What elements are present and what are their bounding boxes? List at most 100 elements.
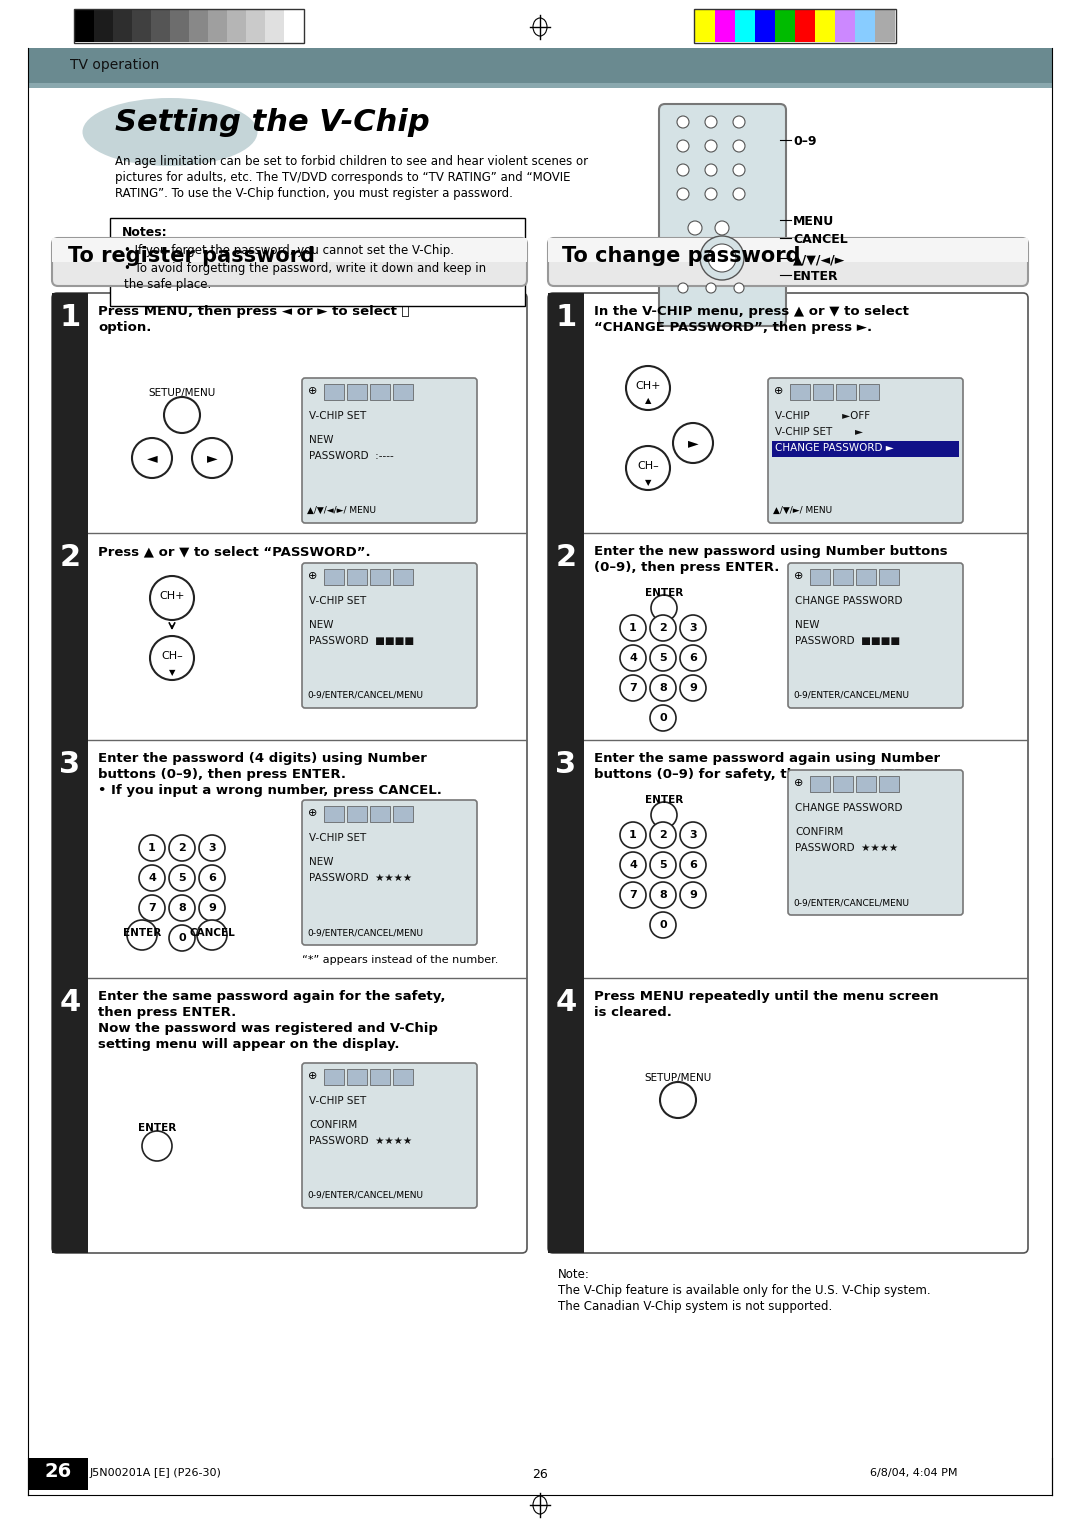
- Text: PASSWORD  ★★★★: PASSWORD ★★★★: [795, 843, 899, 853]
- Circle shape: [651, 594, 677, 620]
- Circle shape: [680, 614, 706, 642]
- Circle shape: [680, 645, 706, 671]
- Text: ▲/▼/◄/►/ MENU: ▲/▼/◄/►/ MENU: [307, 506, 376, 515]
- Text: SETUP/MENU: SETUP/MENU: [645, 1073, 712, 1083]
- Circle shape: [199, 865, 225, 891]
- Text: PASSWORD  ■■■■: PASSWORD ■■■■: [795, 636, 900, 646]
- Bar: [548, 533, 584, 740]
- Circle shape: [199, 895, 225, 921]
- Bar: [548, 293, 584, 533]
- Text: ENTER: ENTER: [138, 1123, 176, 1132]
- Text: 8: 8: [178, 903, 186, 914]
- Text: 6: 6: [208, 872, 216, 883]
- FancyBboxPatch shape: [768, 377, 963, 523]
- Text: 1: 1: [630, 623, 637, 633]
- Circle shape: [626, 446, 670, 490]
- Circle shape: [650, 704, 676, 730]
- Text: 6: 6: [689, 860, 697, 869]
- Circle shape: [199, 834, 225, 860]
- Text: 0-9/ENTER/CANCEL/MENU: 0-9/ENTER/CANCEL/MENU: [793, 898, 909, 908]
- Text: NEW: NEW: [795, 620, 820, 630]
- Circle shape: [197, 920, 227, 950]
- FancyBboxPatch shape: [788, 770, 963, 915]
- Bar: [879, 776, 899, 792]
- Text: ▲/▼/►/ MENU: ▲/▼/►/ MENU: [773, 506, 832, 515]
- Text: ▲: ▲: [645, 396, 651, 405]
- Text: ⊕: ⊕: [308, 571, 318, 581]
- FancyBboxPatch shape: [659, 104, 786, 325]
- Bar: [836, 384, 856, 400]
- Circle shape: [651, 802, 677, 828]
- Ellipse shape: [534, 18, 546, 37]
- Bar: [227, 11, 246, 41]
- FancyBboxPatch shape: [302, 801, 477, 944]
- Text: 9: 9: [208, 903, 216, 914]
- Bar: [324, 568, 345, 585]
- Text: ⊕: ⊕: [774, 387, 783, 396]
- Bar: [694, 9, 896, 43]
- Text: PASSWORD  :----: PASSWORD :----: [309, 451, 394, 461]
- Bar: [715, 11, 735, 41]
- Text: PASSWORD  ■■■■: PASSWORD ■■■■: [309, 636, 414, 646]
- Bar: [813, 384, 833, 400]
- Circle shape: [127, 920, 157, 950]
- Text: 8: 8: [659, 683, 666, 694]
- Text: ⊕: ⊕: [308, 1071, 318, 1080]
- Bar: [370, 384, 390, 400]
- Bar: [393, 384, 413, 400]
- Bar: [170, 11, 189, 41]
- FancyBboxPatch shape: [548, 293, 1028, 1253]
- Bar: [370, 568, 390, 585]
- Text: ◄: ◄: [147, 451, 158, 465]
- Text: CONFIRM: CONFIRM: [795, 827, 843, 837]
- Text: CHANGE PASSWORD: CHANGE PASSWORD: [795, 596, 903, 607]
- Bar: [393, 568, 413, 585]
- Circle shape: [132, 439, 172, 478]
- Text: 3: 3: [555, 750, 577, 779]
- Text: Enter the same password again using Number
buttons (0–9) for safety, then press : Enter the same password again using Numb…: [594, 752, 940, 781]
- Text: 4: 4: [148, 872, 156, 883]
- Text: NEW: NEW: [309, 435, 334, 445]
- Text: ENTER: ENTER: [793, 270, 839, 283]
- Text: 2: 2: [659, 623, 666, 633]
- Text: TV operation: TV operation: [70, 58, 159, 72]
- Bar: [548, 238, 1028, 261]
- Text: An age limitation can be set to forbid children to see and hear violent scenes o: An age limitation can be set to forbid c…: [114, 154, 589, 200]
- Text: ►: ►: [206, 451, 217, 465]
- Text: “*” appears instead of the number.: “*” appears instead of the number.: [302, 955, 498, 966]
- Text: 1: 1: [59, 303, 81, 332]
- Bar: [548, 978, 584, 1253]
- Bar: [347, 568, 367, 585]
- Bar: [94, 11, 113, 41]
- Circle shape: [734, 283, 744, 293]
- Text: J5N00201A [E] (P26-30): J5N00201A [E] (P26-30): [90, 1468, 221, 1478]
- Text: 5: 5: [659, 860, 666, 869]
- Circle shape: [733, 116, 745, 128]
- Bar: [696, 11, 715, 41]
- FancyBboxPatch shape: [548, 238, 1028, 286]
- Bar: [347, 805, 367, 822]
- FancyBboxPatch shape: [52, 293, 527, 1253]
- Ellipse shape: [534, 1496, 546, 1514]
- Bar: [324, 384, 345, 400]
- Text: V-CHIP SET: V-CHIP SET: [309, 411, 366, 422]
- Text: Setting the V-Chip: Setting the V-Chip: [114, 108, 430, 138]
- Text: NEW: NEW: [309, 857, 334, 866]
- Bar: [324, 1070, 345, 1085]
- Text: CH+: CH+: [635, 380, 661, 391]
- Text: 7: 7: [630, 889, 637, 900]
- Bar: [189, 11, 208, 41]
- Text: To register password: To register password: [68, 246, 315, 266]
- Bar: [347, 384, 367, 400]
- Circle shape: [626, 367, 670, 410]
- Bar: [265, 11, 284, 41]
- Bar: [879, 568, 899, 585]
- Text: 9: 9: [689, 889, 697, 900]
- Circle shape: [700, 235, 744, 280]
- Circle shape: [168, 834, 195, 860]
- FancyBboxPatch shape: [302, 562, 477, 707]
- Bar: [835, 11, 855, 41]
- FancyBboxPatch shape: [788, 562, 963, 707]
- Text: V-CHIP SET: V-CHIP SET: [309, 596, 366, 607]
- Circle shape: [150, 636, 194, 680]
